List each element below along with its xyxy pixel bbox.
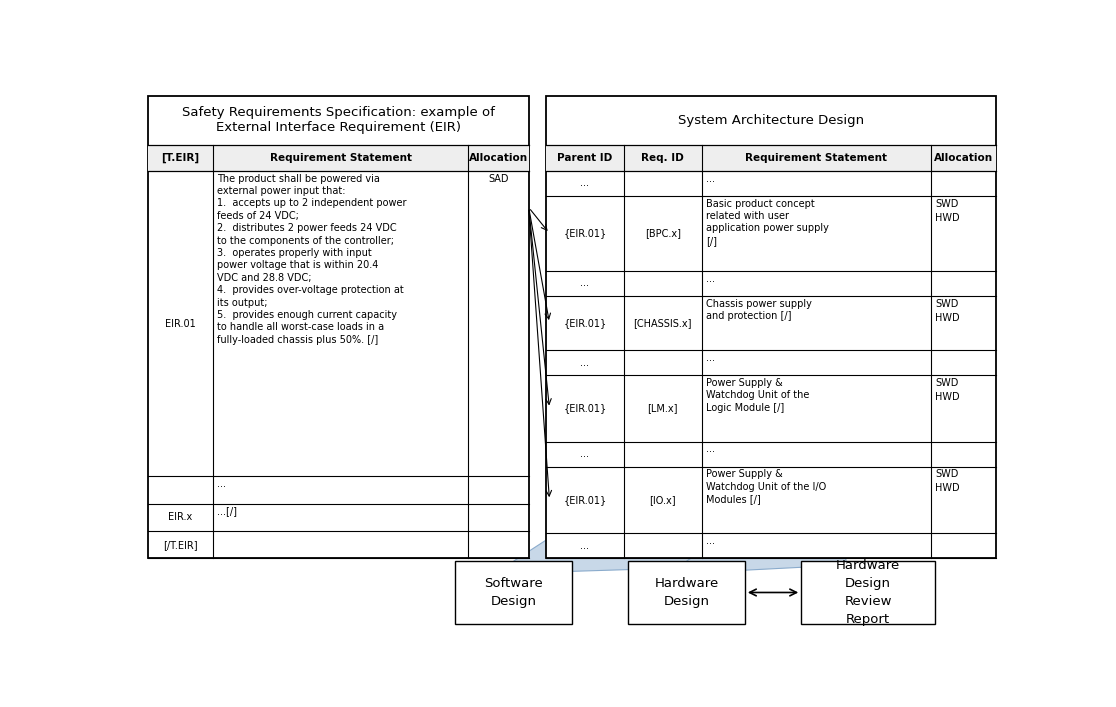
Text: ...: ... <box>706 353 715 363</box>
Text: Power Supply &
Watchdog Unit of the
Logic Module [/]: Power Supply & Watchdog Unit of the Logi… <box>706 378 809 413</box>
Text: ...: ... <box>706 274 715 284</box>
Text: ...: ... <box>706 445 715 455</box>
Text: EIR.01: EIR.01 <box>165 319 196 329</box>
Text: Hardware
Design
Review
Report: Hardware Design Review Report <box>836 559 901 626</box>
Text: [/T.EIR]: [/T.EIR] <box>163 539 198 550</box>
Polygon shape <box>686 537 847 582</box>
Text: SWD
HWD: SWD HWD <box>935 378 960 402</box>
Text: Allocation: Allocation <box>934 153 993 163</box>
Text: Allocation: Allocation <box>469 153 528 163</box>
Bar <box>148 95 529 559</box>
Bar <box>546 95 995 559</box>
Bar <box>628 561 745 624</box>
Text: System Architecture Design: System Architecture Design <box>677 114 864 127</box>
Text: Basic product concept
related with user
application power supply
[/]: Basic product concept related with user … <box>706 199 829 246</box>
Text: [CHASSIS.x]: [CHASSIS.x] <box>634 318 692 328</box>
Bar <box>546 145 995 171</box>
Text: ...: ... <box>580 541 589 551</box>
Text: [LM.x]: [LM.x] <box>647 404 679 414</box>
Text: ...: ... <box>218 479 227 489</box>
Text: Parent ID: Parent ID <box>557 153 613 163</box>
Text: ...: ... <box>706 536 715 547</box>
Text: SWD
HWD: SWD HWD <box>935 298 960 322</box>
Text: SWD
HWD: SWD HWD <box>935 199 960 223</box>
Text: SWD
HWD: SWD HWD <box>935 469 960 493</box>
Text: ...: ... <box>580 358 589 368</box>
Text: ...: ... <box>580 449 589 460</box>
Text: Power Supply &
Watchdog Unit of the I/O
Modules [/]: Power Supply & Watchdog Unit of the I/O … <box>706 469 826 504</box>
Text: [BPC.x]: [BPC.x] <box>645 228 681 238</box>
Bar <box>801 561 935 624</box>
Text: Chassis power supply
and protection [/]: Chassis power supply and protection [/] <box>706 298 811 321</box>
Text: Requirement Statement: Requirement Statement <box>745 153 887 163</box>
Text: {EIR.01}: {EIR.01} <box>564 318 607 328</box>
Bar <box>148 145 529 171</box>
Text: [IO.x]: [IO.x] <box>650 495 676 505</box>
Text: [T.EIR]: [T.EIR] <box>162 153 200 163</box>
Bar <box>455 561 571 624</box>
Text: Hardware
Design: Hardware Design <box>654 577 719 608</box>
Text: ...: ... <box>580 279 589 288</box>
Text: Req. ID: Req. ID <box>642 153 684 163</box>
Text: ...: ... <box>706 174 715 184</box>
Text: SAD: SAD <box>488 174 509 184</box>
Polygon shape <box>513 537 777 583</box>
Text: {EIR.01}: {EIR.01} <box>564 404 607 414</box>
Text: The product shall be powered via
external power input that:
1.  accepts up to 2 : The product shall be powered via externa… <box>218 174 407 345</box>
Text: {EIR.01}: {EIR.01} <box>564 495 607 505</box>
Text: ...[/]: ...[/] <box>218 506 238 516</box>
Text: ...: ... <box>580 178 589 188</box>
Text: EIR.x: EIR.x <box>169 513 193 522</box>
Text: {EIR.01}: {EIR.01} <box>564 228 607 238</box>
Text: Safety Requirements Specification: example of
External Interface Requirement (EI: Safety Requirements Specification: examp… <box>182 106 494 134</box>
Text: Software
Design: Software Design <box>484 577 543 608</box>
Text: Requirement Statement: Requirement Statement <box>270 153 412 163</box>
